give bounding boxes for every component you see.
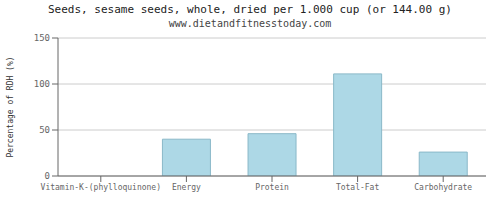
html-text:Seeds, sesame seeds, whole, dr: Seeds, sesame seeds, whole, dried per 1.… [48,3,452,16]
svg-text:Total-Fat: Total-Fat [336,183,380,192]
svg-text:0: 0 [45,171,50,181]
svg-text:Percentage of RDH (%): Percentage of RDH (%) [6,56,15,157]
svg-text:Carbohydrate: Carbohydrate [414,183,472,192]
svg-text:50: 50 [39,125,50,135]
svg-text:Protein: Protein [255,183,289,192]
svg-text:Vitamin-K-(phylloquinone): Vitamin-K-(phylloquinone) [41,183,161,192]
html-text:www.dietandfitnesstoday.com: www.dietandfitnesstoday.com [168,18,332,29]
svg-text:150: 150 [34,33,50,43]
svg-text:100: 100 [34,79,50,89]
svg-text:Energy: Energy [172,183,201,192]
